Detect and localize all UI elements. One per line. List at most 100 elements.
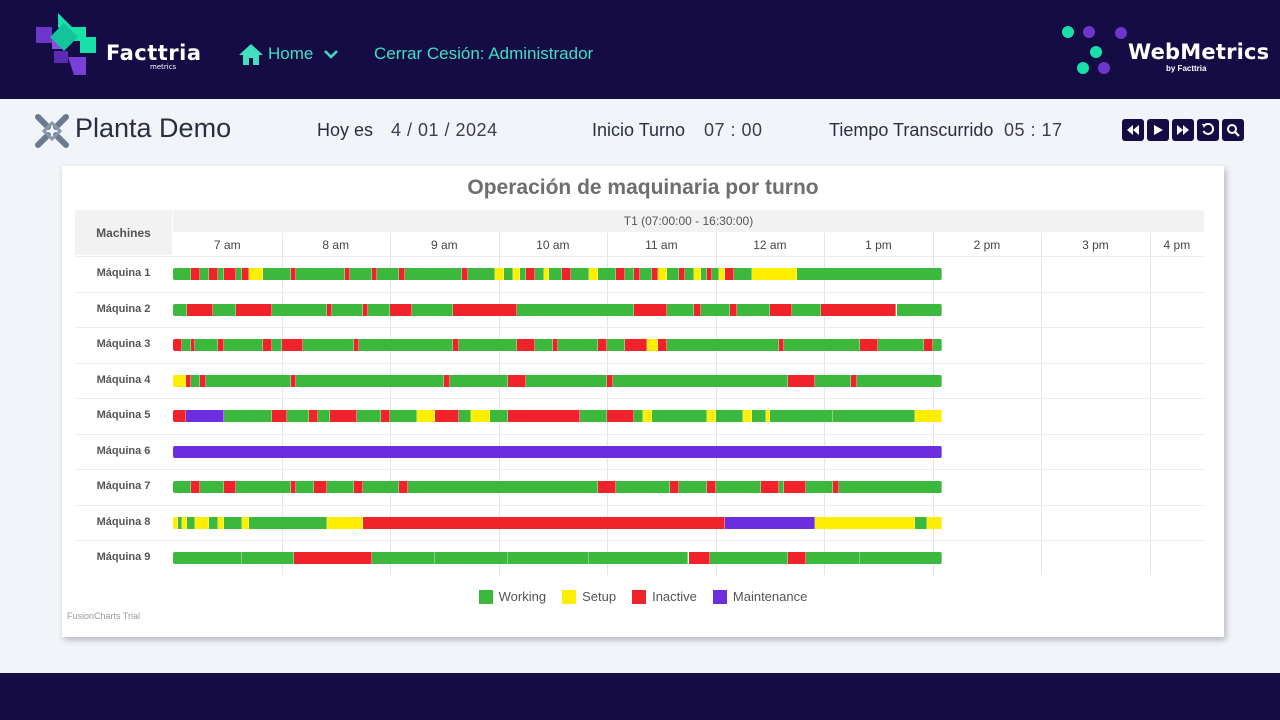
status-segment[interactable] (639, 268, 653, 280)
status-segment[interactable] (173, 445, 942, 458)
status-segment[interactable] (701, 303, 731, 316)
status-segment[interactable] (317, 410, 331, 422)
status-segment[interactable] (733, 268, 752, 280)
home-menu[interactable]: Home (238, 40, 339, 68)
status-segment[interactable] (295, 374, 445, 387)
reload-button[interactable] (1197, 119, 1219, 141)
status-segment[interactable] (368, 303, 391, 316)
status-segment[interactable] (435, 552, 508, 564)
status-segment[interactable] (241, 268, 249, 280)
status-segment[interactable] (715, 481, 761, 493)
status-segment[interactable] (715, 410, 743, 422)
legend-item[interactable]: Maintenance (712, 589, 807, 604)
status-segment[interactable] (652, 410, 707, 422)
status-segment[interactable] (173, 552, 242, 564)
status-segment[interactable] (751, 268, 798, 280)
status-segment[interactable] (558, 339, 599, 351)
status-segment[interactable] (191, 268, 201, 280)
status-segment[interactable] (330, 410, 358, 422)
status-segment[interactable] (209, 268, 219, 280)
status-segment[interactable] (666, 268, 680, 280)
status-segment[interactable] (643, 410, 653, 422)
status-segment[interactable] (760, 481, 779, 493)
status-segment[interactable] (194, 339, 219, 351)
status-segment[interactable] (173, 374, 186, 387)
status-segment[interactable] (209, 516, 219, 529)
status-segment[interactable] (815, 374, 852, 387)
status-segment[interactable] (408, 481, 599, 493)
status-segment[interactable] (290, 374, 296, 387)
status-segment[interactable] (570, 268, 589, 280)
status-segment[interactable] (860, 339, 879, 351)
status-segment[interactable] (263, 268, 291, 280)
status-segment[interactable] (353, 481, 363, 493)
status-segment[interactable] (751, 410, 767, 422)
status-segment[interactable] (684, 268, 694, 280)
status-segment[interactable] (838, 481, 942, 493)
status-segment[interactable] (791, 303, 821, 316)
logout-link[interactable]: Cerrar Cesión: Administrador (374, 44, 594, 63)
status-segment[interactable] (778, 481, 785, 493)
status-segment[interactable] (350, 268, 372, 280)
status-segment[interactable] (218, 339, 224, 351)
status-segment[interactable] (353, 339, 360, 351)
status-segment[interactable] (223, 268, 237, 280)
status-segment[interactable] (223, 481, 237, 493)
status-segment[interactable] (489, 410, 508, 422)
status-segment[interactable] (458, 339, 517, 351)
status-segment[interactable] (218, 268, 224, 280)
status-segment[interactable] (742, 410, 752, 422)
status-segment[interactable] (598, 339, 608, 351)
status-segment[interactable] (390, 303, 412, 316)
status-segment[interactable] (272, 339, 282, 351)
status-segment[interactable] (453, 303, 517, 316)
status-segment[interactable] (833, 410, 915, 422)
status-segment[interactable] (766, 410, 770, 422)
status-segment[interactable] (914, 410, 942, 422)
status-segment[interactable] (404, 268, 463, 280)
legend-item[interactable]: Working (478, 589, 546, 604)
status-segment[interactable] (295, 481, 315, 493)
search-button[interactable] (1222, 119, 1244, 141)
status-segment[interactable] (625, 339, 647, 351)
status-segment[interactable] (507, 410, 580, 422)
status-segment[interactable] (248, 268, 264, 280)
status-segment[interactable] (679, 268, 685, 280)
status-segment[interactable] (706, 481, 716, 493)
status-segment[interactable] (359, 339, 454, 351)
status-segment[interactable] (471, 410, 490, 422)
status-segment[interactable] (706, 410, 716, 422)
status-segment[interactable] (634, 410, 644, 422)
status-segment[interactable] (326, 516, 363, 529)
play-button[interactable] (1147, 119, 1169, 141)
status-segment[interactable] (688, 552, 711, 564)
status-segment[interactable] (326, 303, 333, 316)
status-segment[interactable] (236, 303, 273, 316)
status-segment[interactable] (417, 410, 436, 422)
status-segment[interactable] (399, 481, 409, 493)
status-segment[interactable] (462, 268, 468, 280)
status-segment[interactable] (670, 481, 680, 493)
status-segment[interactable] (579, 410, 608, 422)
status-segment[interactable] (173, 268, 192, 280)
status-segment[interactable] (205, 374, 291, 387)
status-segment[interactable] (666, 339, 779, 351)
status-segment[interactable] (187, 516, 195, 529)
status-segment[interactable] (191, 374, 201, 387)
status-segment[interactable] (200, 374, 206, 387)
status-segment[interactable] (223, 410, 273, 422)
legend-item[interactable]: Inactive (632, 589, 697, 604)
status-segment[interactable] (784, 339, 861, 351)
status-segment[interactable] (241, 516, 249, 529)
status-segment[interactable] (657, 339, 667, 351)
fast-forward-button[interactable] (1172, 119, 1194, 141)
status-segment[interactable] (371, 552, 436, 564)
status-segment[interactable] (561, 268, 571, 280)
status-segment[interactable] (371, 268, 378, 280)
status-segment[interactable] (467, 268, 495, 280)
status-segment[interactable] (344, 268, 351, 280)
status-segment[interactable] (634, 268, 640, 280)
status-segment[interactable] (178, 516, 183, 529)
status-segment[interactable] (516, 303, 635, 316)
status-segment[interactable] (185, 410, 224, 422)
